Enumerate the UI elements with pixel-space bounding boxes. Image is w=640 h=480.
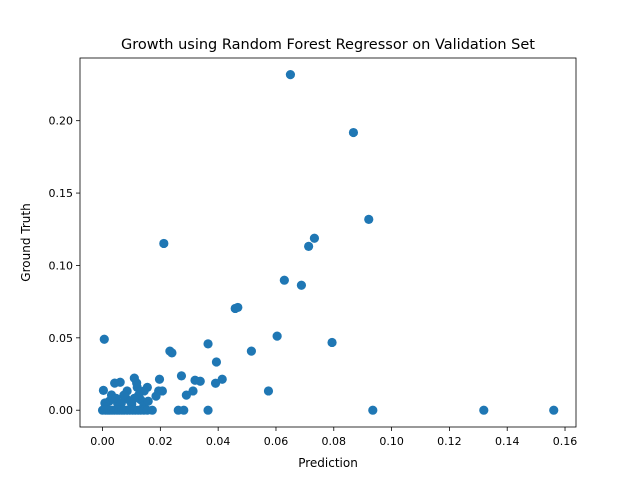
- data-point-25: [181, 390, 191, 400]
- y-tick-label: 0.10: [49, 259, 74, 272]
- data-point-12: [246, 346, 256, 356]
- data-point-9: [233, 302, 243, 313]
- y-tick-label: 0.05: [49, 332, 74, 345]
- points-layer: [97, 70, 559, 415]
- data-point-3: [309, 233, 320, 243]
- data-point-21: [217, 374, 227, 384]
- y-tick-label: 0.15: [49, 187, 74, 200]
- data-point-26: [154, 374, 165, 384]
- x-tick-label: 0.14: [495, 435, 520, 448]
- data-point-79: [479, 405, 489, 415]
- data-point-0: [285, 70, 296, 80]
- data-point-5: [159, 238, 169, 249]
- chart-title: Growth using Random Forest Regressor on …: [121, 37, 535, 53]
- x-tick-label: 0.08: [322, 435, 347, 448]
- data-point-16: [167, 348, 177, 358]
- data-point-2: [364, 214, 374, 225]
- data-point-17: [99, 334, 109, 344]
- data-point-18: [176, 371, 187, 381]
- data-point-29: [151, 391, 161, 401]
- data-point-6: [279, 275, 289, 285]
- data-point-74: [147, 405, 157, 415]
- data-point-14: [211, 357, 222, 367]
- data-point-78: [368, 405, 378, 415]
- y-tick-label: 0.20: [49, 115, 74, 128]
- data-point-55: [129, 393, 139, 403]
- x-tick-label: 0.12: [437, 435, 462, 448]
- data-point-10: [272, 331, 282, 341]
- ticks-layer: 0.00 0.02 0.04 0.06 0.08 0.10 0.12 0.14 0.16 0.00…: [49, 115, 578, 448]
- y-axis-label: Ground Truth: [19, 203, 33, 281]
- data-point-80: [549, 405, 559, 415]
- data-point-1: [348, 127, 359, 138]
- data-point-20: [195, 376, 205, 386]
- data-point-38: [98, 385, 109, 395]
- x-tick-label: 0.06: [264, 435, 289, 448]
- data-point-13: [203, 339, 213, 349]
- y-tick-label: 0.00: [49, 404, 74, 417]
- data-point-54: [116, 398, 126, 408]
- x-tick-label: 0.04: [206, 435, 231, 448]
- data-point-24: [188, 386, 198, 396]
- x-tick-label: 0.02: [148, 435, 173, 448]
- data-point-23: [263, 386, 274, 396]
- data-point-34: [132, 378, 142, 388]
- data-point-50: [119, 390, 129, 400]
- data-point-11: [327, 337, 337, 348]
- plot-area-frame: [79, 57, 577, 428]
- x-tick-label: 0.16: [553, 435, 578, 448]
- data-point-4: [304, 241, 314, 251]
- x-tick-label: 0.10: [379, 435, 404, 448]
- data-point-45: [143, 396, 153, 406]
- x-tick-label: 0.00: [90, 435, 115, 448]
- data-point-22: [210, 378, 221, 388]
- data-point-28: [157, 386, 167, 396]
- data-point-7: [296, 280, 307, 290]
- data-point-77: [203, 405, 213, 415]
- x-axis-label: Prediction: [298, 456, 358, 470]
- data-point-37: [110, 378, 120, 388]
- data-point-76: [179, 405, 189, 415]
